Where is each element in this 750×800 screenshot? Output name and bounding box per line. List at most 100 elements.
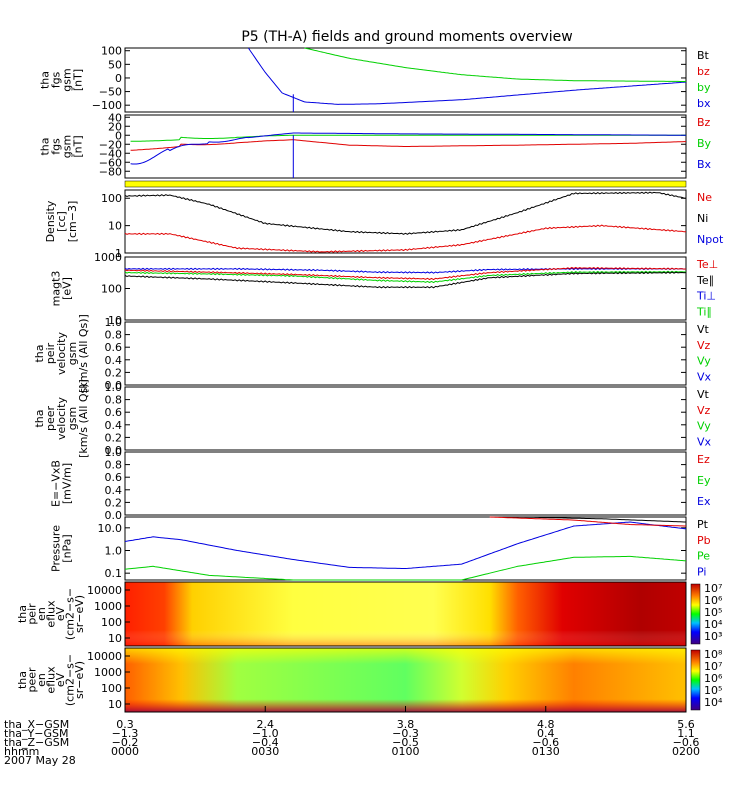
panel-frame bbox=[124, 516, 687, 581]
series-by bbox=[304, 47, 686, 82]
series-Pt bbox=[433, 516, 686, 523]
panel-frame bbox=[124, 47, 687, 113]
y-tick-label: 10 bbox=[108, 632, 122, 645]
legend-Pb: Pb bbox=[697, 534, 711, 547]
y-axis-label: [km/s (All Qs)] bbox=[77, 314, 90, 393]
y-axis-label: [nT] bbox=[72, 135, 85, 157]
y-tick-label: 0.0 bbox=[105, 444, 123, 457]
x-axis-row-label: tha_X−GSM bbox=[4, 718, 69, 731]
colorbar-label: 10⁴ bbox=[704, 618, 723, 631]
y-axis-label: peer bbox=[44, 406, 57, 432]
y-tick-label: 1000 bbox=[94, 251, 122, 264]
y-axis-label: velocity bbox=[55, 397, 68, 440]
x-tick-label: −0.5 bbox=[392, 736, 419, 749]
y-axis-label: gsm bbox=[66, 407, 79, 430]
y-tick-label: 1 bbox=[115, 247, 122, 260]
legend-Pe: Pe bbox=[697, 550, 710, 563]
series-bx bbox=[247, 47, 687, 105]
series-Te∥ bbox=[124, 271, 687, 289]
y-axis-label: gsm bbox=[61, 68, 74, 91]
y-tick-label: 0.2 bbox=[105, 366, 123, 379]
x-tick-label: 0030 bbox=[251, 745, 279, 758]
legend-Pt: Pt bbox=[697, 518, 709, 531]
y-tick-label: 10 bbox=[108, 698, 122, 711]
y-axis-label: (cm2−s− bbox=[64, 588, 77, 640]
legend-Vt: Vt bbox=[697, 388, 710, 401]
panel-frame bbox=[124, 581, 687, 647]
series-Pb bbox=[489, 516, 686, 527]
x-tick-label: −0.2 bbox=[112, 736, 139, 749]
series-Ne bbox=[124, 224, 687, 253]
y-tick-label: 0.6 bbox=[105, 341, 123, 354]
y-tick-label: 1.0 bbox=[105, 446, 123, 459]
y-tick-label: −50 bbox=[99, 86, 122, 99]
legend-bx: bx bbox=[697, 97, 711, 110]
y-tick-label: 0.1 bbox=[105, 567, 123, 580]
y-tick-label: −80 bbox=[99, 165, 122, 178]
date-label: 2007 May 28 bbox=[4, 754, 76, 767]
y-axis-label: fgs bbox=[50, 71, 63, 88]
y-tick-label: 1.0 bbox=[105, 381, 123, 394]
y-axis-label: magt3 bbox=[50, 271, 63, 307]
legend-Bt: Bt bbox=[697, 49, 710, 62]
colorbar-label: 10⁶ bbox=[704, 672, 723, 685]
legend-Vz: Vz bbox=[697, 404, 711, 417]
legend-Bz: Bz bbox=[697, 116, 711, 129]
y-tick-label: 10.0 bbox=[98, 522, 123, 535]
colorbar-label: 10⁶ bbox=[704, 594, 723, 607]
y-tick-label: 0.2 bbox=[105, 496, 123, 509]
y-tick-label: 10 bbox=[108, 314, 122, 327]
y-tick-label: 0 bbox=[115, 129, 122, 142]
y-axis-label: [nPa] bbox=[61, 534, 74, 562]
series-Ti∥ bbox=[124, 270, 687, 284]
y-tick-label: 0.4 bbox=[105, 419, 123, 432]
colorbar-label: 10⁴ bbox=[704, 696, 723, 709]
colorbar-label: 10³ bbox=[704, 630, 722, 643]
series-Te⊥ bbox=[124, 266, 687, 281]
y-tick-label: 0.2 bbox=[105, 431, 123, 444]
chart-title: P5 (TH-A) fields and ground moments over… bbox=[241, 29, 572, 45]
x-tick-label: −0.6 bbox=[532, 736, 559, 749]
x-tick-label: −0.4 bbox=[252, 736, 279, 749]
y-axis-label: en bbox=[35, 607, 48, 621]
y-axis-label: eflux bbox=[45, 600, 58, 628]
legend-Bx: Bx bbox=[697, 158, 712, 171]
y-axis-label: [nT] bbox=[72, 69, 85, 91]
y-tick-label: 0.0 bbox=[105, 509, 123, 522]
y-axis-label: E=−VxB bbox=[50, 460, 63, 507]
legend-Ti∥: Ti∥ bbox=[696, 305, 712, 318]
y-axis-label: tha bbox=[39, 71, 52, 89]
y-axis-label: peir bbox=[44, 342, 57, 364]
legend-Npot: Npot bbox=[697, 233, 724, 246]
series-Ni bbox=[124, 191, 687, 235]
y-tick-label: 20 bbox=[108, 120, 122, 133]
x-tick-label: 5.6 bbox=[677, 718, 695, 731]
legend-Ex: Ex bbox=[697, 495, 711, 508]
panel-frame bbox=[124, 256, 687, 321]
colorbar-label: 10⁵ bbox=[704, 684, 722, 697]
y-axis-label: eV bbox=[54, 672, 67, 687]
y-tick-label: 10000 bbox=[87, 584, 122, 597]
y-tick-label: 50 bbox=[108, 58, 122, 71]
legend-Ey: Ey bbox=[697, 474, 711, 487]
spectrogram-peir: 10000 1000 100 10 thapeirenefluxeV(cm2−s−sr−… bbox=[16, 581, 723, 647]
y-tick-label: 0.0 bbox=[105, 379, 123, 392]
y-axis-label: [eV] bbox=[61, 277, 74, 300]
x-axis-row-label: tha_Z−GSM bbox=[4, 736, 69, 749]
y-tick-label: 0.6 bbox=[105, 471, 123, 484]
y-axis-label: fgs bbox=[50, 138, 63, 155]
y-tick-label: −100 bbox=[92, 99, 122, 112]
y-axis-label: tha bbox=[33, 344, 46, 362]
legend-Te⊥: Te⊥ bbox=[696, 258, 718, 271]
legend-Ni: Ni bbox=[697, 212, 708, 225]
x-tick-label: 3.8 bbox=[397, 718, 415, 731]
y-axis-label: eV bbox=[54, 606, 67, 621]
y-axis-label: eflux bbox=[45, 666, 58, 694]
x-axis-row-label: hhmm bbox=[4, 745, 39, 758]
legend-Ne: Ne bbox=[697, 191, 712, 204]
legend-Vx: Vx bbox=[697, 435, 712, 448]
y-axis-label: en bbox=[35, 673, 48, 687]
y-tick-label: 0.4 bbox=[105, 354, 123, 367]
y-tick-label: 100 bbox=[101, 616, 122, 629]
